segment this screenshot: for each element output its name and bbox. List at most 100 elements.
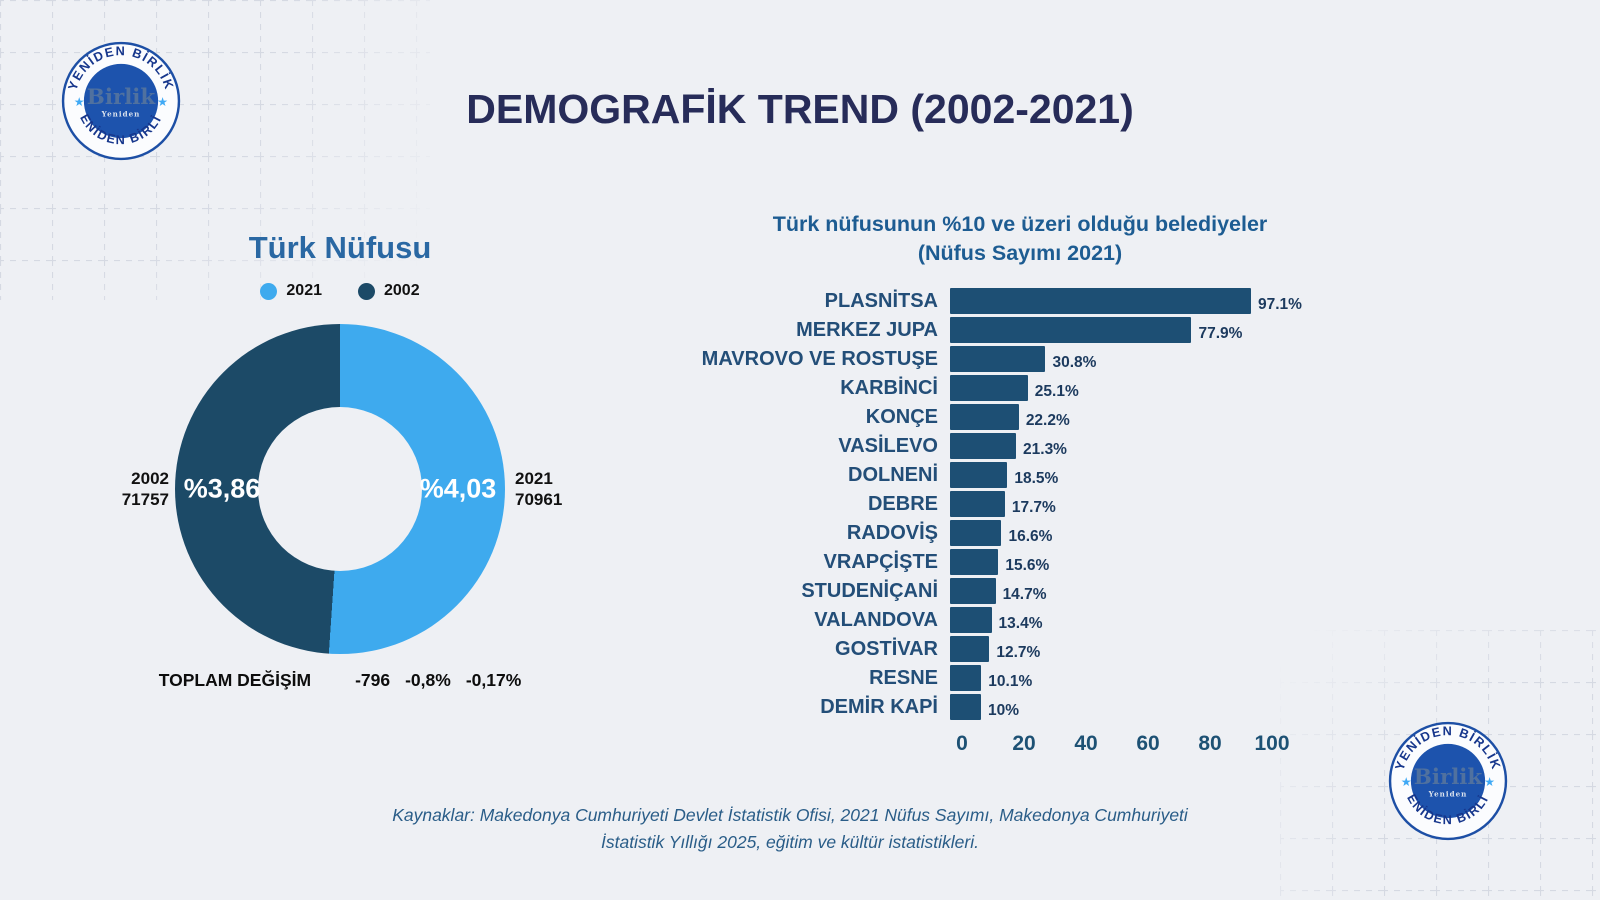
donut-hole	[258, 407, 422, 571]
bar-category-label: VASİLEVO	[838, 434, 938, 457]
bar-value-label: 14.7%	[1002, 586, 1047, 604]
bar-value-label: 77.9%	[1198, 325, 1243, 343]
sources-line2: İstatistik Yıllığı 2025, eğitim ve kültü…	[600, 832, 979, 853]
bar-value-label: 25.1%	[1034, 383, 1079, 401]
bar	[950, 462, 1008, 489]
bar-chart-title-line1: Türk nüfusunun %10 ve üzeri olduğu beled…	[772, 212, 1268, 236]
bar	[950, 317, 1192, 344]
bar-value-label: 18.5%	[1014, 470, 1059, 488]
bar-category-label: KARBİNCİ	[840, 376, 938, 399]
bar-category-label: PLASNİTSA	[824, 289, 938, 312]
bar-area: 21.3%	[950, 433, 1350, 460]
bar	[950, 694, 981, 721]
bar-chart-rows: PLASNİTSA 97.1% MERKEZ JUPA 77.9% MAVROVO VE…	[700, 288, 1360, 721]
bar-row: DEBRE 17.7%	[700, 491, 1360, 518]
logo-wordmark: Birlik	[87, 85, 157, 110]
bar	[950, 346, 1046, 373]
legend-dot	[260, 282, 278, 300]
bar-area: 16.6%	[950, 520, 1350, 547]
bar-area: 17.7%	[950, 491, 1350, 518]
x-axis-tick: 0	[956, 732, 968, 756]
donut-side-population: 70961	[515, 490, 563, 509]
bar	[950, 607, 992, 634]
logo-subtext: Yeniden	[101, 109, 141, 118]
bar-value-label: 16.6%	[1008, 528, 1053, 546]
x-axis-tick: 20	[1012, 732, 1036, 756]
donut-slice-percent-2021: %4,03	[419, 473, 497, 504]
donut-side-label-2021: 2021 70961	[515, 468, 562, 511]
logo-star-left-icon: ★	[74, 95, 85, 109]
bar-category-label: VRAPÇİŞTE	[823, 550, 938, 573]
legend-label: 2021	[286, 282, 322, 299]
donut-side-label-2002: 2002 71757	[122, 468, 169, 511]
bar-value-label: 21.3%	[1023, 441, 1067, 459]
bar-area: 97.1%	[950, 288, 1350, 315]
bar-category-label: RADOVİŞ	[846, 521, 938, 544]
bar-area: 25.1%	[950, 375, 1350, 402]
grid-pattern-topleft	[0, 0, 430, 300]
bar-row: VALANDOVA 13.4%	[700, 607, 1360, 634]
bar-row: STUDENİÇANİ 14.7%	[700, 578, 1360, 605]
bar-area: 30.8%	[950, 346, 1350, 373]
logo-subtext: Yeniden	[1428, 789, 1468, 798]
donut-legend: 2021 2002	[100, 282, 580, 300]
total-change-share: -0,17%	[465, 670, 522, 690]
bar-category-label: MERKEZ JUPA	[796, 318, 938, 341]
bar	[950, 491, 1005, 518]
bar-value-label: 15.6%	[1005, 557, 1050, 575]
bar-row: RADOVİŞ 16.6%	[700, 520, 1360, 547]
bar-value-label: 17.7%	[1011, 499, 1056, 517]
bar-row: MERKEZ JUPA 77.9%	[700, 317, 1360, 344]
bar-row: KARBİNCİ 25.1%	[700, 375, 1360, 402]
logo-wordmark: Birlik	[1414, 765, 1484, 790]
bar-value-label: 30.8%	[1052, 354, 1097, 372]
bar-area: 15.6%	[950, 549, 1350, 576]
x-axis-tick: 80	[1198, 732, 1222, 756]
sources-note: Kaynaklar: Makedonya Cumhuriyeti Devlet …	[0, 802, 1580, 856]
bar-value-label: 97.1%	[1258, 296, 1302, 314]
birlik-logo-bottomright: YENİDEN BİRLİK YENİDEN BİRLİK ★ ★ Birlik…	[1387, 720, 1508, 841]
bar	[950, 665, 982, 692]
bar-category-label: GOSTİVAR	[835, 637, 938, 660]
x-axis-tick: 100	[1254, 732, 1290, 756]
bar-area: 18.5%	[950, 462, 1350, 489]
donut-side-year: 2021	[515, 468, 553, 488]
logo-star-left-icon: ★	[1401, 775, 1412, 789]
donut-side-year: 2002	[131, 468, 169, 488]
bar-row: GOSTİVAR 12.7%	[700, 636, 1360, 663]
bar-category-label: KONÇE	[865, 405, 938, 428]
bar	[950, 288, 1251, 315]
bar-area: 12.7%	[950, 636, 1350, 663]
bar-value-label: 10.1%	[988, 673, 1033, 691]
bar-chart-x-axis: 0 20 40 60 80 100	[956, 728, 1289, 764]
page-title: DEMOGRAFİK TREND (2002-2021)	[466, 86, 1134, 132]
bar	[950, 549, 999, 576]
logo-star-right-icon: ★	[157, 95, 168, 109]
donut-wrapper: %4,03 %3,86 2021 70961 2002 71757	[122, 324, 562, 654]
legend-item-2002: 2002	[358, 282, 420, 300]
bar-value-label: 13.4%	[998, 615, 1043, 633]
bar-category-label: DEBRE	[867, 492, 938, 515]
bar-area: 14.7%	[950, 578, 1350, 605]
legend-label: 2002	[384, 282, 420, 299]
donut-chart-title: Türk Nüfusu	[248, 230, 432, 265]
bar-row: DEMİR KAPİ 10%	[700, 694, 1360, 721]
bar-row: VRAPÇİŞTE 15.6%	[700, 549, 1360, 576]
bar-row: KONÇE 22.2%	[700, 404, 1360, 431]
bar-value-label: 10%	[988, 702, 1020, 720]
bar-category-label: DEMİR KAPİ	[820, 695, 938, 718]
bar-area: 22.2%	[950, 404, 1350, 431]
bar-value-label: 22.2%	[1025, 412, 1070, 430]
bar-category-label: RESNE	[869, 666, 938, 689]
bar-row: VASİLEVO 21.3%	[700, 433, 1360, 460]
bar-category-label: DOLNENİ	[848, 463, 938, 486]
total-change-label: TOPLAM DEĞİŞİM	[158, 670, 312, 690]
bar-category-label: MAVROVO VE ROSTUŞE	[701, 347, 938, 370]
bar-category-label: STUDENİÇANİ	[801, 579, 938, 602]
bar-chart-title-line2: (Nüfus Sayımı 2021)	[917, 241, 1123, 266]
bar-chart-title: Türk nüfusunun %10 ve üzeri olduğu beled…	[700, 210, 1340, 268]
donut-slice-percent-2002: %3,86	[183, 473, 261, 504]
x-axis-tick: 40	[1074, 732, 1098, 756]
total-change-row: TOPLAM DEĞİŞİM -796 -0,8% -0,17%	[100, 670, 580, 691]
bar	[950, 578, 996, 605]
